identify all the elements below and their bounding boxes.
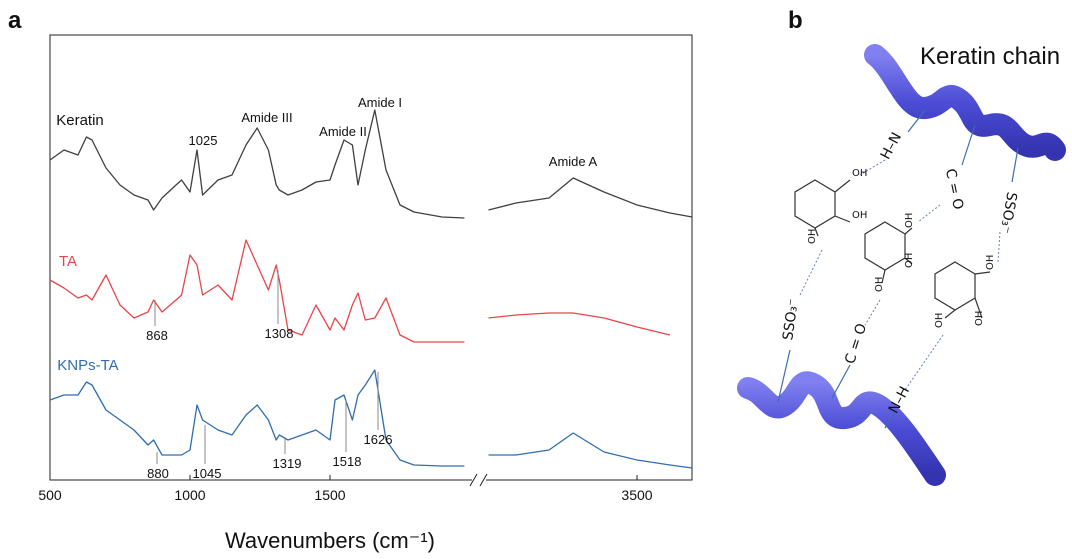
hydroxyl-label: OH xyxy=(974,311,985,326)
bonds xyxy=(777,109,1019,429)
functional-group: C = O xyxy=(842,322,870,366)
spectrum-line xyxy=(49,369,693,469)
axis-break xyxy=(469,473,478,487)
functional-group: N–H xyxy=(886,384,913,416)
peak-label: 1025 xyxy=(189,133,218,148)
hydroxyl-label: OH xyxy=(874,277,885,292)
peak-label: 1626 xyxy=(364,432,393,447)
peak-label: Amide A xyxy=(549,154,598,169)
keratin-chain xyxy=(864,44,1066,161)
diagram: Keratin chain xyxy=(737,43,1066,486)
x-axis-label: Wavenumbers (cm⁻¹) xyxy=(225,528,435,553)
x-tick-label: 1000 xyxy=(174,487,205,503)
hydroxyl-label: OH xyxy=(904,253,915,268)
hydroxyl-label: OH xyxy=(985,255,996,270)
spectra-plot xyxy=(49,34,693,487)
peak-label: Amide III xyxy=(241,110,292,125)
peak-label: 1045 xyxy=(193,466,222,481)
diagram-title: Keratin chain xyxy=(920,43,1060,70)
functional-group: H–N xyxy=(878,130,905,162)
spectrum-line xyxy=(49,239,671,343)
hydroxyl-label: OH xyxy=(852,168,867,179)
functional-group: C = O xyxy=(942,167,966,211)
series-label: TA xyxy=(59,253,77,270)
keratin-chain xyxy=(737,371,946,486)
plot-frame xyxy=(49,34,693,481)
peak-label: 1319 xyxy=(273,456,302,471)
hydroxyl-label: OH xyxy=(934,313,945,328)
spectrum-line xyxy=(49,109,693,219)
peak-label: Amide II xyxy=(319,124,367,139)
peak-label: 1518 xyxy=(333,454,362,469)
panel-label: a xyxy=(8,7,22,34)
hydrogen-bonds xyxy=(799,159,1001,391)
hydroxyl-label: OH xyxy=(807,229,818,244)
hydroxyl-label: OH xyxy=(852,210,867,221)
x-tick-label: 1500 xyxy=(314,487,345,503)
benzene-rings xyxy=(794,179,991,319)
x-tick-label: 500 xyxy=(38,487,62,503)
functional-group: SSO₃⁻ xyxy=(996,191,1019,235)
peak-label: 880 xyxy=(147,466,169,481)
axis-break xyxy=(479,473,488,487)
panel-label: b xyxy=(788,7,803,34)
functional-group: SSO₃⁻ xyxy=(780,298,802,342)
hydroxyl-label: OH xyxy=(904,213,915,228)
x-tick-label: 3500 xyxy=(621,487,652,503)
peak-label: 1308 xyxy=(265,326,294,341)
peak-label: Amide I xyxy=(358,95,402,110)
series-label: Keratin xyxy=(56,112,104,129)
series-label: KNPs-TA xyxy=(57,357,118,374)
peak-label: 868 xyxy=(146,328,168,343)
